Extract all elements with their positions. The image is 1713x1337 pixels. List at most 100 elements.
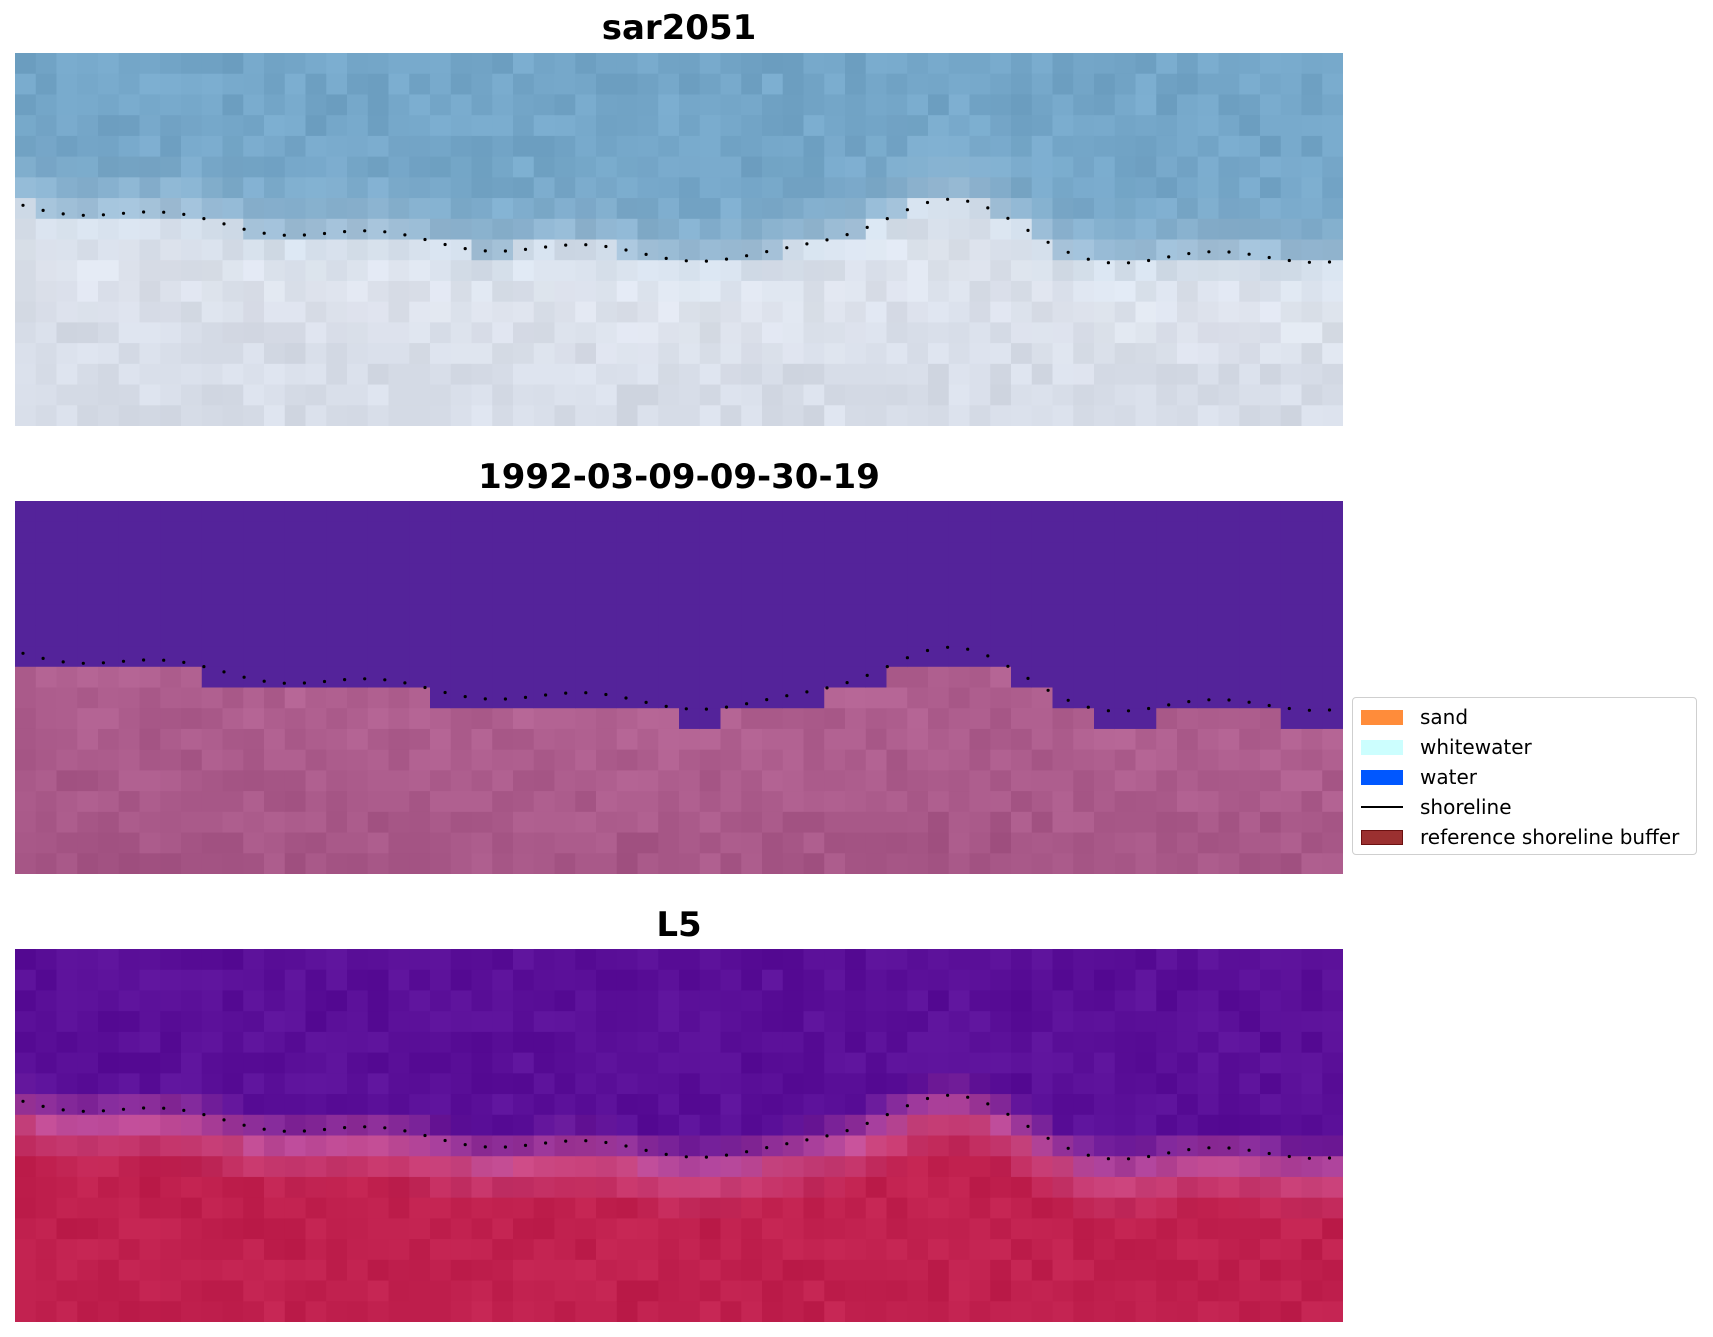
shoreline-point [483, 249, 487, 253]
shoreline-point [1327, 260, 1332, 264]
reference-buffer-swatch [1361, 829, 1403, 845]
shoreline-point [343, 230, 347, 234]
shoreline-point [322, 679, 327, 684]
legend-label: shoreline [1420, 795, 1512, 819]
shoreline-point [1267, 1151, 1271, 1156]
shoreline-point [81, 661, 85, 665]
shoreline-point [423, 685, 427, 690]
shoreline-point [202, 665, 206, 669]
shoreline-dots [21, 197, 1332, 265]
shoreline-point [1147, 706, 1151, 711]
panel-title-3: L5 [656, 905, 702, 945]
shoreline-line-swatch [1361, 806, 1403, 808]
shoreline-point [644, 1148, 648, 1152]
shoreline-point [343, 678, 347, 682]
shoreline-point [1086, 1153, 1090, 1157]
shoreline-point [1106, 709, 1110, 713]
shoreline-point [61, 1108, 65, 1112]
shoreline-point [1307, 1156, 1311, 1160]
shoreline-point [865, 1121, 869, 1125]
shoreline-point [765, 250, 769, 254]
shoreline-point [463, 695, 467, 699]
shoreline-point [242, 1123, 246, 1127]
shoreline-point [262, 1127, 266, 1131]
shoreline-point [564, 243, 568, 247]
shoreline-point [322, 1127, 327, 1132]
shoreline-point [81, 213, 85, 217]
shoreline-point [805, 242, 809, 246]
shoreline-point [101, 661, 105, 665]
shoreline-point [1006, 664, 1010, 668]
shoreline-point [403, 681, 407, 685]
water-swatch [1361, 769, 1403, 785]
whitewater-swatch [1361, 739, 1403, 755]
shoreline-point [1327, 1156, 1332, 1160]
shoreline-point [463, 1143, 467, 1147]
shoreline-point [162, 210, 166, 214]
shoreline-point [483, 697, 487, 701]
shoreline-point [1187, 700, 1191, 704]
shoreline-point [946, 645, 950, 649]
shoreline-point [222, 670, 226, 674]
shoreline-point [946, 1093, 950, 1097]
shoreline-point [523, 1143, 528, 1147]
shoreline-point [363, 1125, 367, 1129]
shoreline-point [343, 1126, 347, 1130]
shoreline-point [905, 208, 910, 212]
shoreline-point [564, 1139, 568, 1143]
shoreline-point [21, 651, 25, 655]
shoreline-point [121, 1107, 126, 1111]
shoreline-point [966, 199, 970, 203]
shoreline-point [1207, 698, 1211, 702]
shoreline-point [1267, 703, 1271, 708]
shoreline-point [544, 245, 548, 249]
shoreline-point [302, 681, 306, 685]
shoreline-point [1086, 257, 1090, 261]
shoreline-point [765, 698, 769, 702]
legend-item-reference-buffer: reference shoreline buffer [1361, 823, 1679, 851]
shoreline-point [644, 700, 648, 704]
shoreline-point [724, 1153, 729, 1157]
shoreline-point [162, 1106, 166, 1110]
shoreline-point [523, 247, 528, 251]
shoreline-point [383, 678, 387, 682]
shoreline-point [1167, 703, 1171, 707]
shoreline-point [1066, 250, 1070, 254]
shoreline-point [1006, 1112, 1010, 1116]
shoreline-point [503, 697, 507, 701]
shoreline-point [664, 704, 668, 708]
shoreline-point [865, 673, 869, 677]
shoreline-point [1207, 1146, 1211, 1150]
shoreline-point [564, 691, 568, 695]
shoreline-point [604, 244, 608, 249]
legend-item-whitewater: whitewater [1361, 733, 1532, 761]
shoreline-point [704, 707, 709, 711]
shoreline-point [222, 1118, 226, 1122]
shoreline-point [423, 1133, 427, 1138]
shoreline-point [282, 1129, 286, 1133]
shoreline-point [825, 238, 829, 242]
shoreline-point [1247, 1148, 1251, 1152]
shoreline-point [986, 1102, 990, 1106]
shoreline-point [182, 660, 186, 664]
shoreline-point [101, 213, 105, 217]
shoreline-point [322, 231, 327, 236]
shoreline-point [142, 210, 146, 214]
shoreline-point [724, 257, 729, 261]
shoreline-point [584, 1139, 588, 1143]
shoreline-point [1307, 708, 1311, 712]
shoreline-point [242, 227, 246, 231]
shoreline-point [1227, 1146, 1231, 1150]
legend-label: reference shoreline buffer [1420, 825, 1680, 849]
shoreline-point [966, 1095, 970, 1099]
shoreline-point [624, 696, 628, 700]
shoreline-point [825, 686, 829, 690]
shoreline-point [664, 1152, 668, 1156]
legend: sand whitewater water shoreline referenc… [1352, 697, 1697, 855]
shoreline-point [1046, 688, 1050, 692]
shoreline-point [1207, 250, 1211, 254]
shoreline-point [1086, 705, 1090, 709]
shoreline-point [262, 679, 266, 683]
shoreline-point [925, 648, 930, 653]
shoreline-point [624, 1144, 628, 1148]
